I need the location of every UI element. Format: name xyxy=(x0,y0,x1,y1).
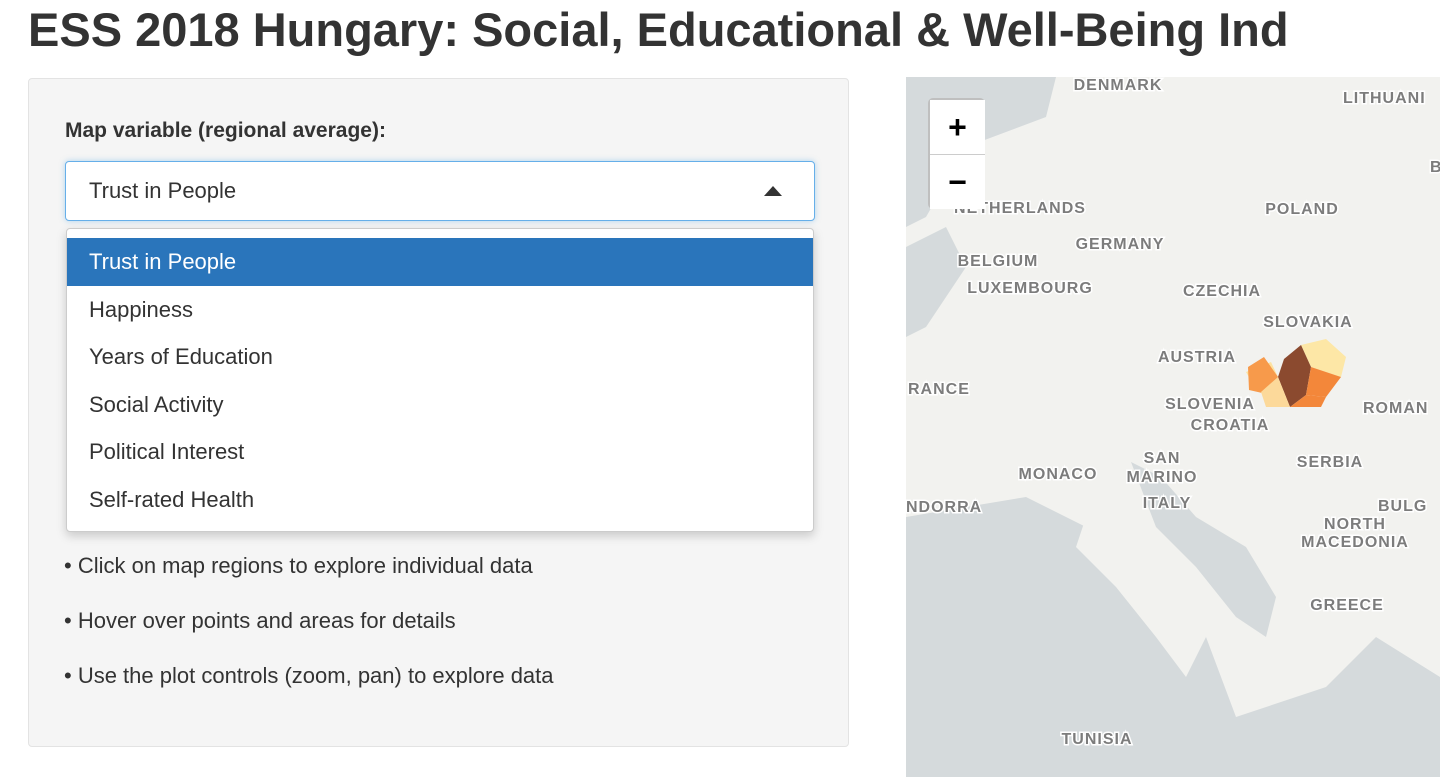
tip: • Use the plot controls (zoom, pan) to e… xyxy=(64,663,554,688)
map-label: NDORRA xyxy=(906,499,982,516)
zoom-in[interactable]: + xyxy=(930,100,985,155)
map-canvas: DENMARK LITHUANI B NETHERLANDS POLAND GERMANY… xyxy=(905,76,1440,777)
dropdown-option[interactable]: Self-rated Health xyxy=(89,486,255,512)
dropdown-menu: Trust in People Happiness Years of Educati… xyxy=(66,228,814,532)
map-label: TUNISIA xyxy=(1062,731,1133,748)
map-label: SLOVAKIA xyxy=(1263,314,1352,331)
map-label: NORTH xyxy=(1324,516,1386,533)
hungary-regions[interactable] xyxy=(1246,339,1346,407)
dropdown-option[interactable]: Political Interest xyxy=(89,439,245,464)
map-label: MARINO xyxy=(1127,469,1198,486)
map-label: DENMARK xyxy=(1074,77,1163,94)
dropdown-option[interactable]: Years of Education xyxy=(89,344,273,369)
map-label: GREECE xyxy=(1310,597,1384,614)
map-label: BELGIUM xyxy=(958,253,1039,270)
sidebar-panel: Map variable (regional average): Trust i… xyxy=(28,78,849,747)
map-label: SLOVENIA xyxy=(1165,396,1255,413)
tip: • Click on map regions to explore indivi… xyxy=(64,553,533,578)
map-label: CZECHIA xyxy=(1183,283,1261,300)
map-label: SAN xyxy=(1144,450,1181,467)
map-label: CROATIA xyxy=(1191,417,1270,434)
map-label: BULG xyxy=(1378,498,1427,515)
map-label: SERBIA xyxy=(1297,454,1363,471)
map-label: AUSTRIA xyxy=(1158,349,1236,366)
region[interactable] xyxy=(1301,339,1346,377)
map[interactable]: DENMARK LITHUANI B NETHERLANDS POLAND GERMANY… xyxy=(905,76,1440,777)
map-label: NETHERLANDS xyxy=(954,200,1086,217)
variable-select[interactable]: Trust in People xyxy=(65,161,815,221)
map-label: MACEDONIA xyxy=(1301,534,1409,551)
page-title: ESS 2018 Hungary: Social, Educational & … xyxy=(28,3,1289,56)
dropdown-option[interactable]: Social Activity xyxy=(89,391,224,417)
map-label: POLAND xyxy=(1265,201,1339,218)
tip: • Hover over points and areas for detail… xyxy=(64,608,456,633)
map-label: LITHUANI xyxy=(1343,90,1426,107)
sea xyxy=(1131,462,1276,637)
dropdown-option[interactable]: Happiness xyxy=(89,296,193,322)
map-label: ROMAN xyxy=(1363,400,1428,417)
map-label: MONACO xyxy=(1019,466,1098,483)
map-label: ITALY xyxy=(1143,495,1192,512)
map-label: RANCE xyxy=(908,381,970,398)
select-value: Trust in People xyxy=(89,178,237,203)
select-caret xyxy=(764,186,782,196)
map-label: GERMANY xyxy=(1076,236,1165,253)
region[interactable] xyxy=(1306,367,1341,397)
select-label: Map variable (regional average): xyxy=(65,119,386,142)
land xyxy=(1076,517,1206,677)
dropdown-option[interactable]: Trust in People xyxy=(67,238,813,286)
region[interactable] xyxy=(1261,377,1290,407)
sea xyxy=(906,227,966,337)
region[interactable] xyxy=(1290,395,1326,407)
region[interactable] xyxy=(1278,345,1311,407)
map-label: B xyxy=(1430,159,1440,176)
zoom-out[interactable]: − xyxy=(930,155,985,209)
map-label: LUXEMBOURG xyxy=(967,280,1093,297)
